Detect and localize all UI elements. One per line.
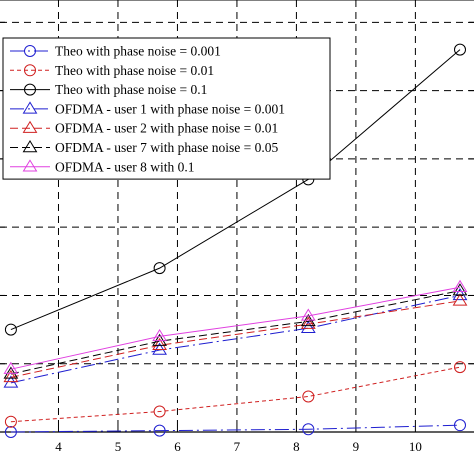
data-point-marker <box>153 262 166 275</box>
data-point-marker <box>452 293 468 306</box>
data-point-marker <box>300 316 316 329</box>
data-point-marker <box>22 101 38 114</box>
data-point-marker <box>452 283 468 296</box>
series-line <box>10 424 461 433</box>
series-line <box>10 294 461 384</box>
data-point-marker <box>454 43 466 56</box>
data-point-marker <box>24 45 36 57</box>
series-line <box>10 49 461 331</box>
data-point-marker <box>152 333 167 346</box>
data-point-marker <box>4 323 17 336</box>
series-group <box>3 43 468 438</box>
series-line <box>10 300 461 378</box>
legend-entry: OFDMA - user 7 with phase noise = 0.05 <box>10 140 278 155</box>
data-point-marker <box>152 342 167 355</box>
data-point-marker <box>300 320 316 333</box>
data-point-marker <box>452 287 468 301</box>
data-point-marker <box>452 279 468 292</box>
series-2 <box>4 361 466 428</box>
legend-label: OFDMA - user 7 with phase noise = 0.05 <box>55 140 278 155</box>
x-tick-label: 5 <box>115 439 122 454</box>
data-point-marker <box>153 405 166 418</box>
data-point-marker <box>454 419 466 432</box>
series-line <box>10 290 461 375</box>
data-point-marker <box>24 64 36 77</box>
x-tick-label: 7 <box>234 439 241 454</box>
x-tick-label: 10 <box>409 439 422 454</box>
legend-label: OFDMA - user 2 with phase noise = 0.01 <box>55 121 278 136</box>
legend-label: Theo with phase noise = 0.001 <box>55 44 221 59</box>
data-point-marker <box>153 424 166 437</box>
legend-entry: Theo with phase noise = 0.1 <box>10 82 207 97</box>
series-7 <box>3 279 468 374</box>
legend-entry: Theo with phase noise = 0.01 <box>10 63 214 78</box>
series-5 <box>3 293 468 383</box>
data-point-marker <box>152 328 167 342</box>
data-point-marker <box>300 308 316 321</box>
series-1 <box>4 419 466 438</box>
data-point-marker <box>4 426 17 438</box>
legend-label: OFDMA - user 8 with 0.1 <box>55 159 195 174</box>
data-point-marker <box>302 423 315 436</box>
data-point-marker <box>4 415 17 428</box>
legend-entry: OFDMA - user 1 with phase noise = 0.001 <box>10 101 285 116</box>
data-point-marker <box>3 366 19 379</box>
x-tick-label: 6 <box>174 439 181 454</box>
axes: 4 5 6 7 8 9 10 <box>0 0 474 454</box>
legend-box <box>2 37 331 180</box>
data-point-marker <box>3 361 19 374</box>
data-point-marker <box>302 390 315 403</box>
data-point-marker <box>152 337 167 351</box>
legend-label: OFDMA - user 1 with phase noise = 0.001 <box>55 101 285 116</box>
x-tick-label: 9 <box>353 439 360 454</box>
legend-entry: Theo with phase noise = 0.001 <box>10 44 221 59</box>
data-point-marker <box>3 369 19 383</box>
x-tick-label: 8 <box>293 439 300 454</box>
data-point-marker <box>454 361 466 374</box>
series-6 <box>3 283 468 379</box>
data-point-marker <box>22 140 38 153</box>
data-point-marker <box>24 83 36 96</box>
data-point-marker <box>22 159 38 172</box>
x-tick-label: 4 <box>55 439 62 454</box>
legend: Theo with phase noise = 0.001 Theo with p… <box>2 37 331 180</box>
series-line <box>10 286 461 370</box>
data-point-marker <box>22 120 38 133</box>
legend-entry: OFDMA - user 2 with phase noise = 0.01 <box>10 121 278 136</box>
legend-entry: OFDMA - user 8 with 0.1 <box>10 159 195 174</box>
legend-label: Theo with phase noise = 0.1 <box>55 82 207 97</box>
legend-label: Theo with phase noise = 0.01 <box>55 63 214 78</box>
